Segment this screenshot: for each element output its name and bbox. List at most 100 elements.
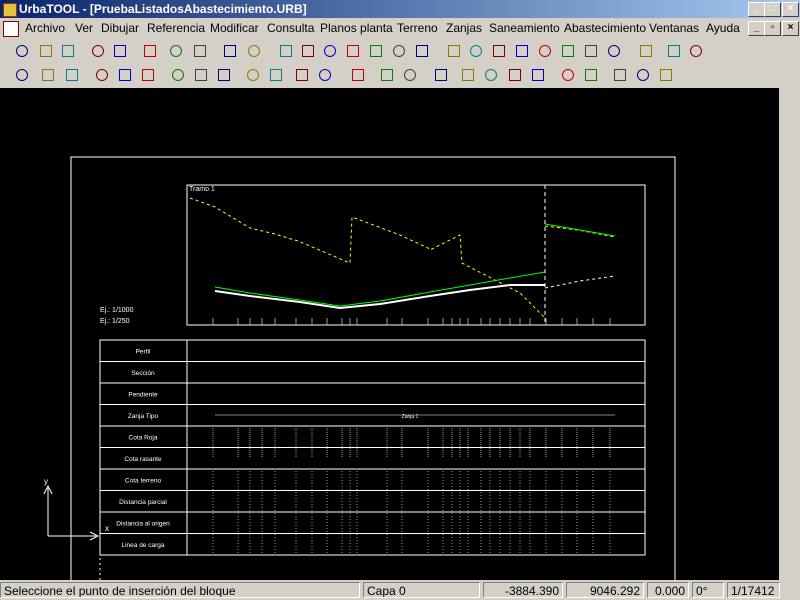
toolbar-button[interactable] <box>781 476 799 494</box>
maximize-button[interactable]: □ <box>764 2 781 17</box>
toolbar-button[interactable] <box>431 65 449 83</box>
menu-item[interactable]: Terreno <box>397 21 438 35</box>
toolbar-icon <box>352 69 364 81</box>
child-minimize[interactable]: _ <box>748 21 765 36</box>
toolbar-button[interactable] <box>92 65 110 83</box>
drawing-area[interactable]: Tramo 1 Ej.: 1/1000 Ej.: 1/250 Zanja 1 x… <box>0 88 779 598</box>
toolbar-button[interactable] <box>636 41 654 59</box>
toolbar-button[interactable] <box>315 65 333 83</box>
toolbar-button[interactable] <box>389 41 407 59</box>
child-restore[interactable]: ▫ <box>764 21 781 36</box>
toolbar-button[interactable] <box>298 41 316 59</box>
child-close[interactable]: × <box>782 21 799 36</box>
minimize-button[interactable]: _ <box>748 2 765 17</box>
toolbar-button[interactable] <box>220 41 238 59</box>
toolbar-button[interactable] <box>166 41 184 59</box>
toolbar-button[interactable] <box>489 41 507 59</box>
toolbar-button[interactable] <box>190 41 208 59</box>
toolbar-button[interactable] <box>633 65 651 83</box>
menu-item[interactable]: Planos planta <box>320 21 393 35</box>
toolbar-button[interactable] <box>781 118 799 136</box>
toolbar-button[interactable] <box>656 65 674 83</box>
toolbar-button[interactable] <box>458 65 476 83</box>
menu-item[interactable]: Archivo <box>25 21 66 35</box>
toolbar-button[interactable] <box>781 432 799 450</box>
toolbar-button[interactable] <box>781 208 799 226</box>
toolbar-button[interactable] <box>138 65 156 83</box>
toolbar-button[interactable] <box>58 41 76 59</box>
toolbar-button[interactable] <box>505 65 523 83</box>
toolbar-button[interactable] <box>266 65 284 83</box>
toolbar-button[interactable] <box>38 65 56 83</box>
toolbar-button[interactable] <box>110 41 128 59</box>
toolbar-button[interactable] <box>686 41 704 59</box>
toolbar-button[interactable] <box>466 41 484 59</box>
toolbar-button[interactable] <box>781 274 799 292</box>
close-button[interactable]: × <box>782 2 799 17</box>
toolbar-button[interactable] <box>412 41 430 59</box>
toolbar-button[interactable] <box>781 162 799 180</box>
menu-item[interactable]: Ver <box>75 21 94 35</box>
toolbar-button[interactable] <box>781 96 799 114</box>
toolbar-button[interactable] <box>781 344 799 362</box>
toolbar-button[interactable] <box>168 65 186 83</box>
toolbar-button[interactable] <box>781 252 799 270</box>
menu-item[interactable]: Consulta <box>267 21 315 35</box>
toolbar-button[interactable] <box>377 65 395 83</box>
toolbar-icon <box>170 45 182 57</box>
toolbar-button[interactable] <box>444 41 462 59</box>
toolbar-button[interactable] <box>320 41 338 59</box>
toolbar-button[interactable] <box>276 41 294 59</box>
toolbar-button[interactable] <box>244 41 262 59</box>
toolbar-button[interactable] <box>214 65 232 83</box>
toolbar-button[interactable] <box>348 65 366 83</box>
toolbar-button[interactable] <box>481 65 499 83</box>
toolbar-button[interactable] <box>781 520 799 538</box>
toolbar-button[interactable] <box>781 544 799 562</box>
toolbar-icon <box>347 45 359 57</box>
toolbar-button[interactable] <box>558 41 576 59</box>
toolbar-button[interactable] <box>512 41 530 59</box>
toolbar-button[interactable] <box>781 140 799 158</box>
menu-item[interactable]: Referencia <box>147 21 206 35</box>
toolbar-button[interactable] <box>292 65 310 83</box>
toolbar-button[interactable] <box>36 41 54 59</box>
toolbar-button[interactable] <box>581 41 599 59</box>
toolbar-button[interactable] <box>558 65 576 83</box>
menu-item[interactable]: Modificar <box>210 21 259 35</box>
table-row-label: Zanja Tipo <box>128 413 159 420</box>
toolbar-button[interactable] <box>140 41 158 59</box>
toolbar-button[interactable] <box>243 65 261 83</box>
menu-item[interactable]: Dibujar <box>101 21 140 35</box>
toolbar-button[interactable] <box>781 296 799 314</box>
toolbar-icon <box>296 69 308 81</box>
toolbar-button[interactable] <box>343 41 361 59</box>
toolbar-button[interactable] <box>191 65 209 83</box>
toolbar-button[interactable] <box>12 41 30 59</box>
toolbar-button[interactable] <box>610 65 628 83</box>
toolbar-button[interactable] <box>781 230 799 248</box>
toolbar-button[interactable] <box>604 41 622 59</box>
toolbar-button[interactable] <box>88 41 106 59</box>
toolbar-button[interactable] <box>781 388 799 406</box>
toolbar-button[interactable] <box>781 454 799 472</box>
toolbar-button[interactable] <box>781 410 799 428</box>
toolbar-button[interactable] <box>664 41 682 59</box>
toolbar-button[interactable] <box>581 65 599 83</box>
toolbar-button[interactable] <box>366 41 384 59</box>
toolbar-button[interactable] <box>62 65 80 83</box>
toolbar-button[interactable] <box>12 65 30 83</box>
toolbar-button[interactable] <box>528 65 546 83</box>
menu-item[interactable]: Saneamiento <box>489 21 560 35</box>
menu-item[interactable]: Ventanas <box>649 21 700 35</box>
toolbar-button[interactable] <box>535 41 553 59</box>
document-icon[interactable] <box>3 21 19 37</box>
menu-item[interactable]: Zanjas <box>446 21 483 35</box>
menu-item[interactable]: Abastecimiento <box>564 21 647 35</box>
toolbar-button[interactable] <box>781 184 799 202</box>
menu-item[interactable]: Ayuda <box>706 21 740 35</box>
toolbar-button[interactable] <box>400 65 418 83</box>
toolbar-button[interactable] <box>115 65 133 83</box>
toolbar-button[interactable] <box>781 498 799 516</box>
toolbar-button[interactable] <box>781 320 799 338</box>
